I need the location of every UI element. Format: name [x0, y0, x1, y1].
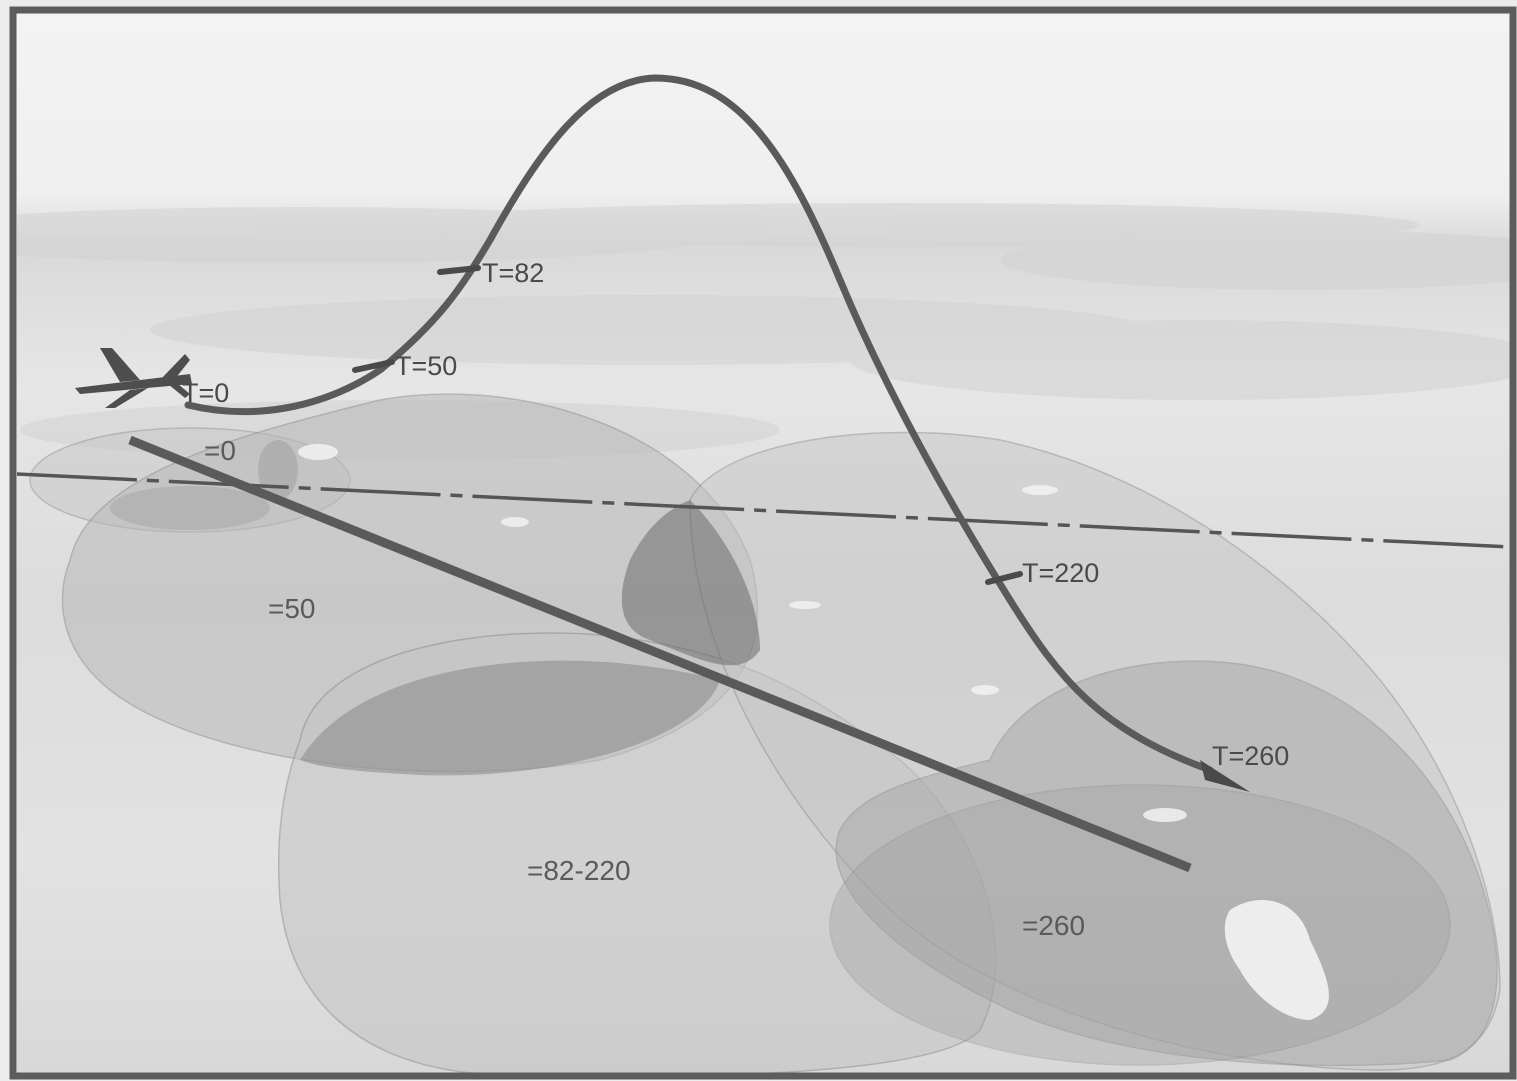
trajectory-end-arrow: [1200, 760, 1250, 792]
zone-260-inner: [829, 784, 1451, 1066]
label-zone-82-220: =82-220: [527, 855, 631, 886]
aircraft-icon: [75, 348, 192, 408]
figure-frame: [9, 6, 1517, 1080]
label-zone-260: =260: [1022, 910, 1085, 941]
horizon-line: [17, 472, 1511, 549]
label-t220: T=220: [1022, 558, 1099, 588]
zone-260-highlight: [1224, 900, 1329, 1020]
ground-track: [128, 435, 1192, 873]
zone-overlap-middle: [621, 500, 760, 666]
label-t0: T=0: [182, 378, 229, 408]
label-t260: T=260: [1212, 741, 1289, 771]
trajectory-ticks: [352, 265, 1023, 585]
label-zone-0: =0: [204, 435, 236, 466]
label-zone-50: =50: [268, 593, 316, 624]
zone-overlap-lower: [300, 660, 720, 776]
label-t50: T=50: [395, 351, 457, 381]
label-t82: T=82: [482, 258, 544, 288]
